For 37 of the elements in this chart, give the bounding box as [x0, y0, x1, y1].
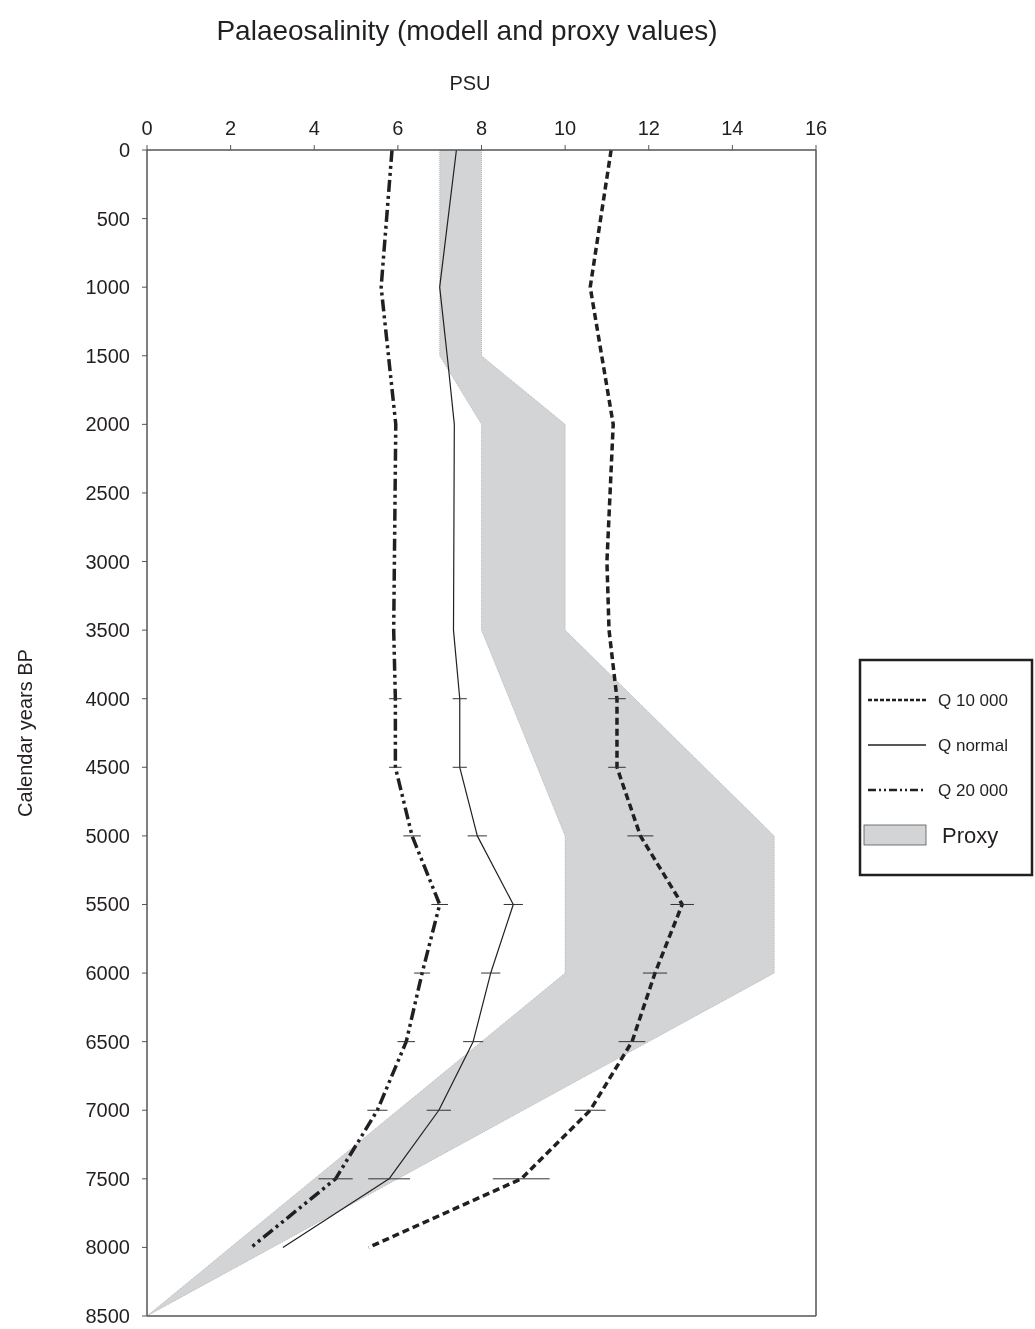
- chart-title: Palaeosalinity (modell and proxy values): [216, 15, 718, 46]
- y-tick-label: 2000: [85, 413, 130, 436]
- x-axis-title: PSU: [449, 72, 491, 94]
- y-tick-label: 3000: [85, 550, 130, 573]
- y-tick-label: 4000: [85, 687, 130, 710]
- x-tick-label: 8: [475, 117, 488, 139]
- x-tick-label: 4: [308, 117, 320, 139]
- x-tick-label: 16: [804, 117, 828, 139]
- x-tick-label: 12: [637, 117, 660, 139]
- y-tick-label: 8500: [85, 1305, 130, 1327]
- y-tick-label: 3500: [85, 619, 130, 642]
- y-tick-label: 6000: [85, 962, 130, 985]
- x-tick-label: 14: [721, 117, 744, 139]
- y-tick-label: 7500: [85, 1167, 130, 1190]
- y-tick-label: 5500: [85, 893, 130, 916]
- y-tick-label: 1500: [85, 344, 130, 367]
- legend-label: Q normal: [938, 736, 1008, 755]
- x-tick-label: 0: [141, 117, 153, 139]
- line-series: [282, 149, 514, 1249]
- y-tick-label: 2500: [85, 481, 130, 504]
- x-tick-label: 10: [554, 117, 577, 139]
- y-tick-label: 5000: [85, 824, 130, 847]
- y-tick-label: 500: [96, 207, 130, 230]
- y-tick-label: 0: [118, 139, 130, 161]
- line-series: [249, 148, 442, 1250]
- y-tick-label: 8000: [85, 1236, 130, 1259]
- y-tick-label: 4500: [85, 756, 130, 779]
- y-tick-label: 6500: [85, 1030, 130, 1053]
- legend-label: Q 20 000: [938, 781, 1008, 800]
- line-series: [366, 148, 684, 1250]
- x-tick-label: 6: [392, 117, 404, 139]
- legend-label: Proxy: [942, 823, 999, 848]
- y-axis-title: Calendar years BP: [14, 649, 36, 817]
- y-tick-label: 1000: [85, 276, 130, 299]
- y-tick-label: 7000: [85, 1099, 130, 1122]
- x-tick-label: 2: [225, 117, 237, 139]
- legend-label: Q 10 000: [938, 691, 1008, 710]
